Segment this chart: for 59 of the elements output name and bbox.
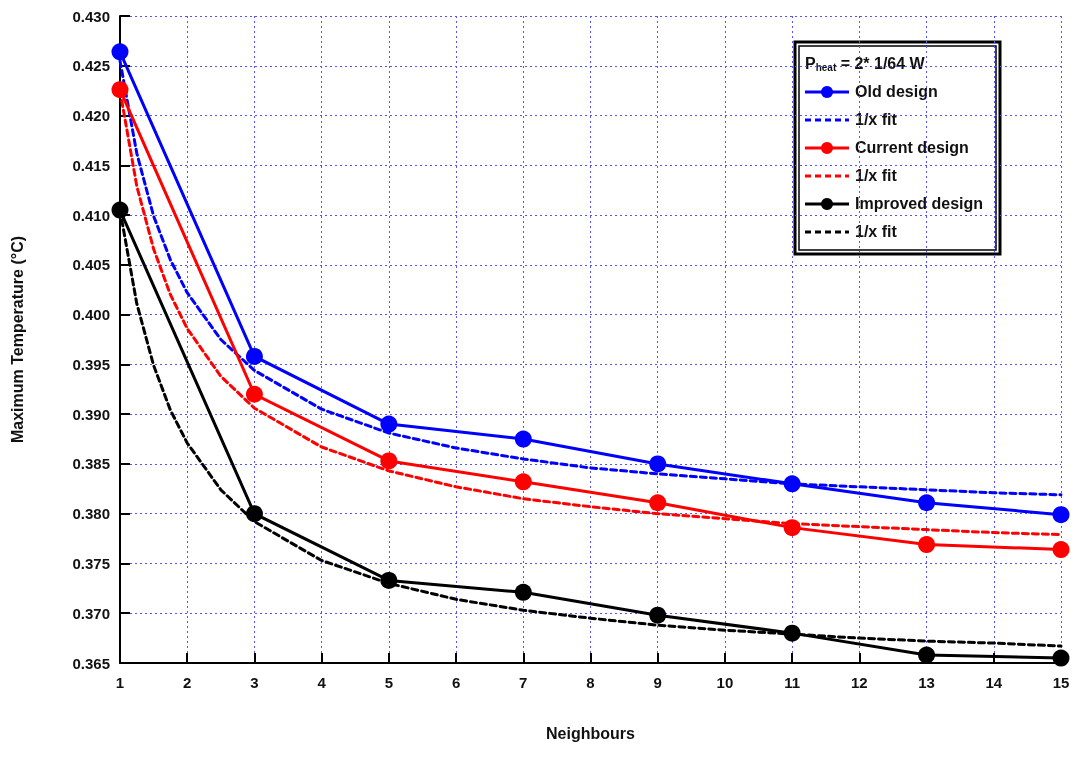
y-tick-label: 0.400 (72, 306, 110, 324)
point (245, 347, 263, 365)
point (1052, 506, 1070, 524)
x-tick-label: 14 (985, 674, 1003, 691)
point (245, 505, 263, 523)
legend-label: Improved design (855, 194, 984, 212)
point (380, 571, 398, 589)
x-tick-label: 8 (586, 674, 595, 691)
y-tick-label: 0.415 (72, 156, 110, 174)
y-tick-label: 0.425 (72, 57, 110, 75)
y-tick-label: 0.375 (72, 554, 110, 572)
point (514, 430, 532, 448)
y-tick-label: 0.385 (72, 455, 110, 473)
point (1052, 541, 1070, 559)
point (1052, 649, 1070, 667)
point (380, 452, 398, 470)
x-axis-title: Neighbours (546, 724, 636, 742)
point (783, 624, 801, 642)
x-tick-label: 1 (115, 674, 125, 691)
point (649, 494, 667, 512)
point (649, 606, 667, 624)
y-axis-title: Maximum Temperature (°C) (8, 235, 26, 444)
y-tick-label: 0.405 (72, 256, 110, 274)
point (514, 583, 532, 601)
point (783, 519, 801, 537)
legend-label: 1/x fit (855, 166, 898, 184)
point (514, 473, 532, 491)
x-tick-label: 10 (716, 674, 734, 691)
point (111, 201, 129, 219)
y-tick-label: 0.410 (72, 206, 110, 224)
x-tick-label: 2 (183, 674, 192, 691)
y-tick-label: 0.395 (72, 355, 110, 373)
legend-label: Old design (855, 82, 938, 100)
x-tick-label: 12 (851, 674, 868, 691)
point (783, 475, 801, 493)
legend-label: Current design (855, 138, 969, 156)
point (918, 646, 936, 664)
y-tick-label: 0.430 (72, 7, 110, 25)
x-tick-label: 6 (451, 674, 461, 691)
y-tick-label: 0.420 (72, 107, 110, 125)
y-tick-label: 0.365 (72, 654, 110, 672)
x-tick-label: 5 (384, 674, 394, 691)
y-tick-label: 0.370 (72, 604, 110, 622)
point (245, 385, 263, 403)
point (918, 494, 936, 512)
x-tick-label: 4 (317, 674, 327, 691)
x-tick-label: 9 (653, 674, 662, 691)
y-tick-label: 0.390 (72, 405, 110, 423)
x-tick-label: 3 (250, 674, 259, 691)
x-tick-label: 11 (784, 674, 801, 691)
x-tick-label: 13 (918, 674, 935, 691)
point (111, 81, 129, 99)
point (380, 415, 398, 433)
x-tick-label: 7 (519, 674, 528, 691)
point (111, 43, 129, 61)
point (649, 455, 667, 473)
x-tick-label: 15 (1052, 674, 1070, 691)
y-tick-label: 0.380 (72, 505, 110, 523)
point (918, 536, 936, 554)
